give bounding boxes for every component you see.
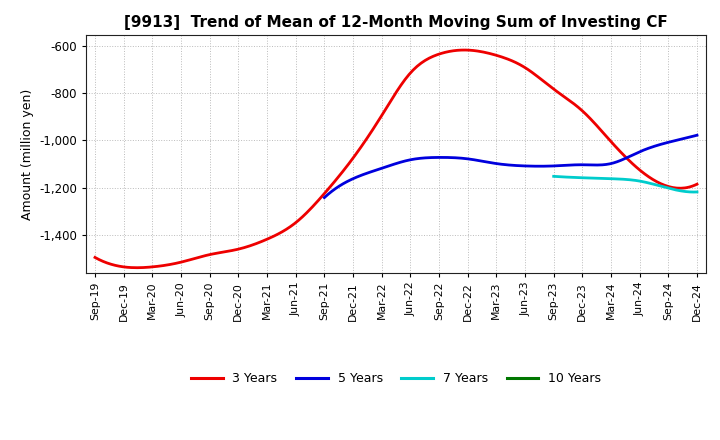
- Y-axis label: Amount (million yen): Amount (million yen): [21, 88, 34, 220]
- Title: [9913]  Trend of Mean of 12-Month Moving Sum of Investing CF: [9913] Trend of Mean of 12-Month Moving …: [124, 15, 668, 30]
- Legend: 3 Years, 5 Years, 7 Years, 10 Years: 3 Years, 5 Years, 7 Years, 10 Years: [186, 367, 606, 390]
